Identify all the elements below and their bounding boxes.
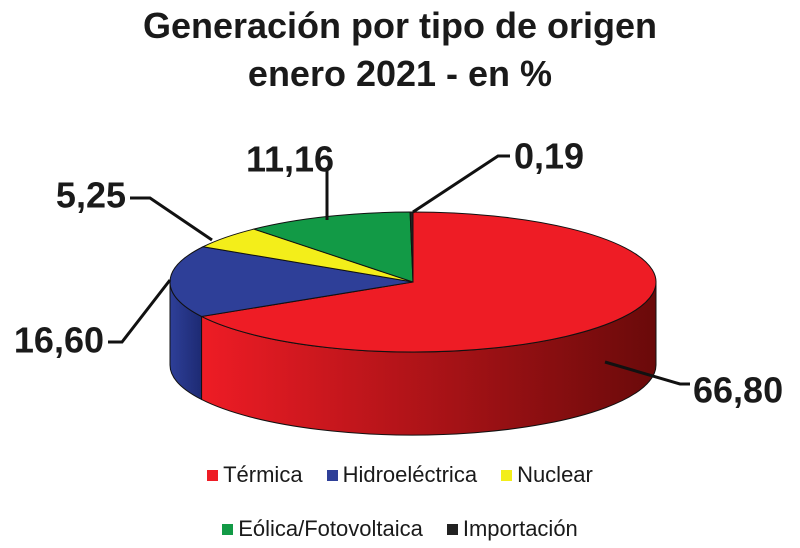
- data-label-termica: 66,80: [693, 370, 783, 411]
- leader-line-nuclear: [130, 196, 213, 242]
- pie-sides: [169, 281, 657, 436]
- data-label-hidroelectrica: 16,60: [14, 320, 104, 361]
- legend-label-hidroelectrica: Hidroeléctrica: [342, 462, 478, 487]
- legend-label-eolica: Eólica/Fotovoltaica: [238, 516, 423, 541]
- data-labels: 66,80 16,60 5,25 11,16 0,19: [14, 136, 783, 411]
- leader-line-hidroelectrica: [108, 279, 172, 344]
- data-label-importacion: 0,19: [514, 136, 584, 177]
- chart-title: Generación por tipo de origen enero 2021…: [0, 2, 800, 98]
- legend-swatch-importacion: [446, 523, 458, 535]
- legend-label-termica: Térmica: [223, 462, 303, 487]
- pie-slices: [169, 211, 657, 353]
- leader-line-termica: [604, 360, 690, 386]
- chart-title-line1: Generación por tipo de origen: [142, 5, 658, 46]
- legend-item-termica: Térmica: [207, 462, 303, 488]
- legend-item-importacion: Importación: [446, 516, 578, 542]
- leader-lines: [108, 154, 690, 386]
- legend-item-hidroelectrica: Hidroeléctrica: [326, 462, 478, 488]
- data-label-nuclear: 5,25: [56, 175, 126, 216]
- legend-label-nuclear: Nuclear: [517, 462, 593, 487]
- legend-label-importacion: Importación: [462, 516, 578, 541]
- legend-swatch-eolica: [222, 523, 234, 535]
- legend-row-2: Eólica/Fotovoltaica Importación: [0, 516, 800, 542]
- legend-item-eolica: Eólica/Fotovoltaica: [222, 516, 423, 542]
- data-label-eolica: 11,16: [246, 139, 334, 180]
- legend-swatch-termica: [207, 469, 219, 481]
- legend-swatch-hidroelectrica: [326, 469, 338, 481]
- leader-line-importacion: [412, 154, 510, 214]
- legend-row-1: Térmica Hidroeléctrica Nuclear: [0, 462, 800, 488]
- legend-item-nuclear: Nuclear: [501, 462, 593, 488]
- pie-slice-termica: [199, 211, 657, 353]
- legend-swatch-nuclear: [501, 469, 513, 481]
- pie-slice-importacion: [409, 211, 414, 283]
- chart-title-line2: enero 2021 - en %: [247, 53, 553, 94]
